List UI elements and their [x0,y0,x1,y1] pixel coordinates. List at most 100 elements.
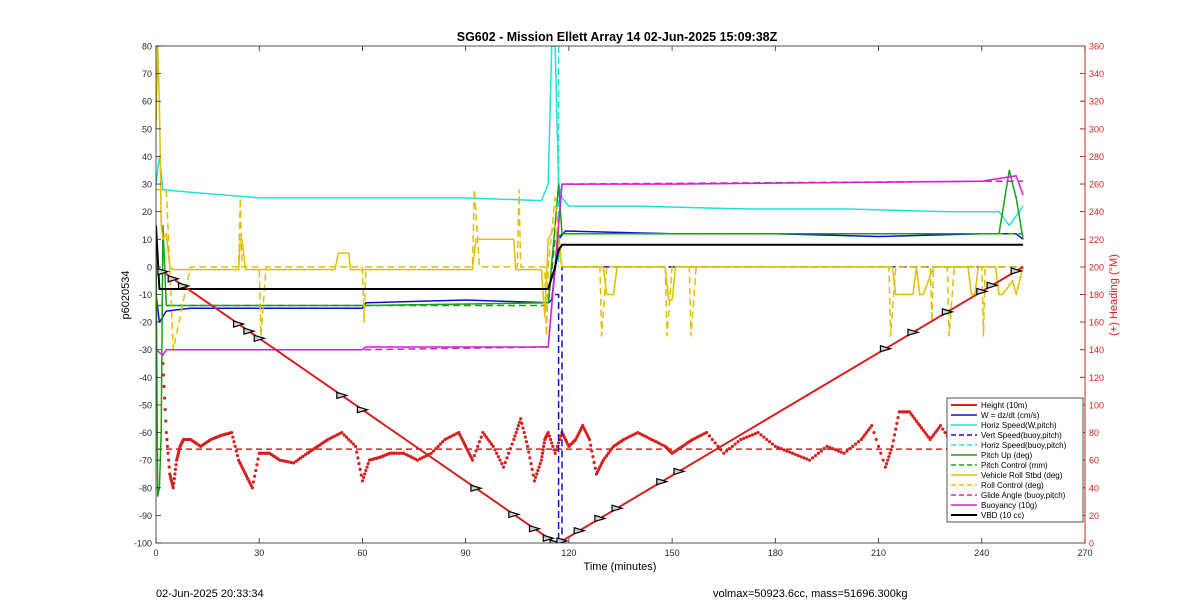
heading-point [836,449,841,453]
heading-point [165,437,169,442]
y2-tick-label: 80 [1089,428,1099,438]
heading-point [479,435,483,439]
y2-tick-label: 0 [1089,539,1094,549]
x-axis-label: Time (minutes) [584,561,657,573]
heading-point [893,433,897,437]
x-tick-label: 60 [357,548,367,558]
heading-point [911,414,915,419]
y2-tick-label: 360 [1089,42,1104,52]
heading-point [548,437,553,442]
heading-point [881,458,885,462]
series-pitch-up-deg [156,169,1024,497]
heading-point [932,433,936,437]
footer-mass-info: volmax=50923.6cc, mass=51696.300kg [713,588,908,600]
heading-point [851,444,855,448]
heading-point [174,463,178,467]
y-tick-label: -30 [139,345,152,355]
heading-point [540,451,545,455]
heading-point [526,444,530,448]
heading-point [364,468,368,473]
heading-point [250,486,254,490]
y-tick-label: 80 [142,42,152,52]
heading-point [388,451,392,455]
heading-point [750,433,754,437]
heading-point [521,426,525,430]
height-marker [167,274,181,283]
heading-point [340,430,344,435]
height-marker [941,308,955,316]
heading-point [941,427,945,431]
heading-point [481,430,485,435]
y-tick-label: 40 [142,152,152,162]
heading-point [529,462,533,466]
heading-point [296,458,300,462]
heading-point [894,427,898,431]
heading-point [813,453,818,458]
heading-point [360,479,365,483]
heading-point [232,440,236,444]
height-marker [594,514,607,523]
heading-point [895,421,899,425]
heading-point [879,451,883,455]
heading-point [399,451,404,455]
y2-axis-label: (+) Heading (°M) [1108,254,1120,336]
right-y-axis: 0 20 40 60 80 100 120 140 160 180 200 220 240 260 280 3… [1080,42,1104,549]
heading-point [816,451,820,455]
heading-point [765,437,769,442]
heading-point [251,480,256,484]
heading-point [541,448,545,452]
heading-point [779,447,783,451]
heading-point [173,467,178,471]
heading-point [167,465,171,469]
heading-point [918,424,922,428]
heading-point [234,449,238,453]
heading-point [256,457,260,461]
heading-point [173,472,177,476]
heading-point [431,449,436,453]
heading-point [254,468,258,473]
heading-point [495,451,499,455]
heading-point [926,435,931,439]
heading-series [161,361,1021,490]
y2-tick-label: 40 [1089,483,1099,493]
legend-label-height-10m: Height (10m) [981,401,1028,410]
heading-point [767,440,772,444]
heading-point [530,467,534,471]
heading-point [870,424,874,428]
heading-point [770,442,775,446]
height-marker [470,484,484,493]
height-marker [1010,267,1024,275]
heading-point [363,472,367,476]
footer-timestamp: 02-Jun-2025 20:33:34 [156,588,264,600]
heading-point [842,451,846,455]
heading-point [864,430,869,435]
y-tick-label: -40 [139,373,152,383]
heading-point [486,437,490,442]
heading-point [889,448,893,452]
y2-tick-label: 120 [1089,373,1104,383]
heading-point [943,430,947,435]
y-tick-label: -70 [139,456,152,466]
heading-point [547,434,551,438]
heading-point [361,475,366,480]
y-tick-label: 0 [147,262,152,272]
heading-point [351,442,355,446]
heading-point [822,447,826,451]
series-horiz-speed-w-pitch [156,46,1024,227]
x-tick-label: 90 [461,548,471,558]
heading-point [546,430,550,435]
heading-point [470,458,475,462]
height-marker [879,344,893,353]
height-marker [573,526,587,535]
y2-tick-label: 300 [1089,124,1104,134]
heading-point [488,440,492,444]
legend-label-vbd-10-cc: VBD (10 cc) [981,511,1024,520]
heading-point [722,451,726,455]
heading-point [527,450,531,454]
heading-point [524,440,529,444]
legend-box [946,397,1084,523]
heading-point [925,433,929,437]
heading-point [921,428,925,432]
series-buoyancy-10g [156,175,1024,356]
heading-point [839,450,843,454]
